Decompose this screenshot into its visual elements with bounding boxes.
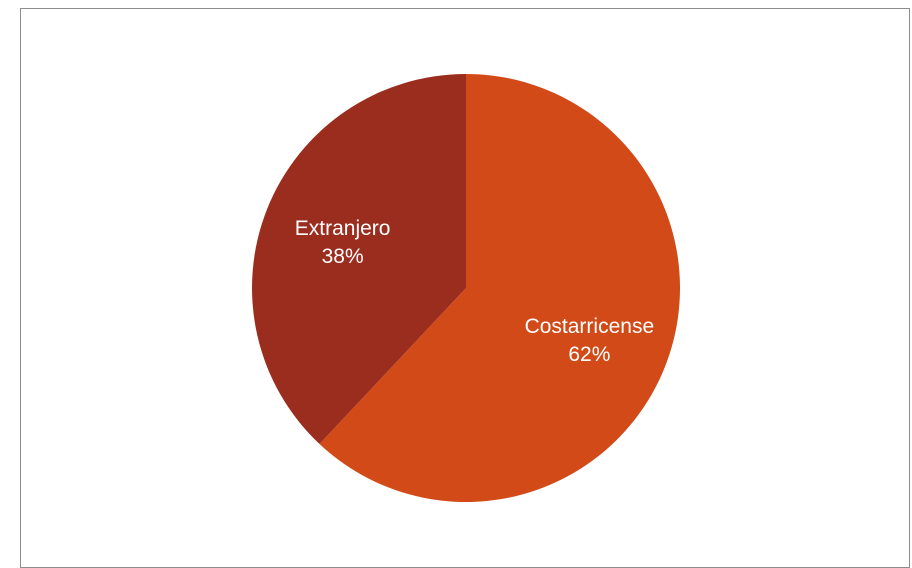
pie-slices — [252, 74, 681, 502]
slice-percent-costarricense: 62% — [568, 343, 610, 366]
slice-label-costarricense: Costarricense — [525, 315, 655, 338]
pie-slice-extranjero — [252, 74, 466, 444]
pie-slice-costarricense — [319, 74, 681, 502]
slice-label-extranjero: Extranjero — [295, 217, 391, 240]
slice-labels: Costarricense 62% Extranjero 38% — [295, 217, 654, 366]
slice-percent-extranjero: 38% — [322, 245, 364, 268]
